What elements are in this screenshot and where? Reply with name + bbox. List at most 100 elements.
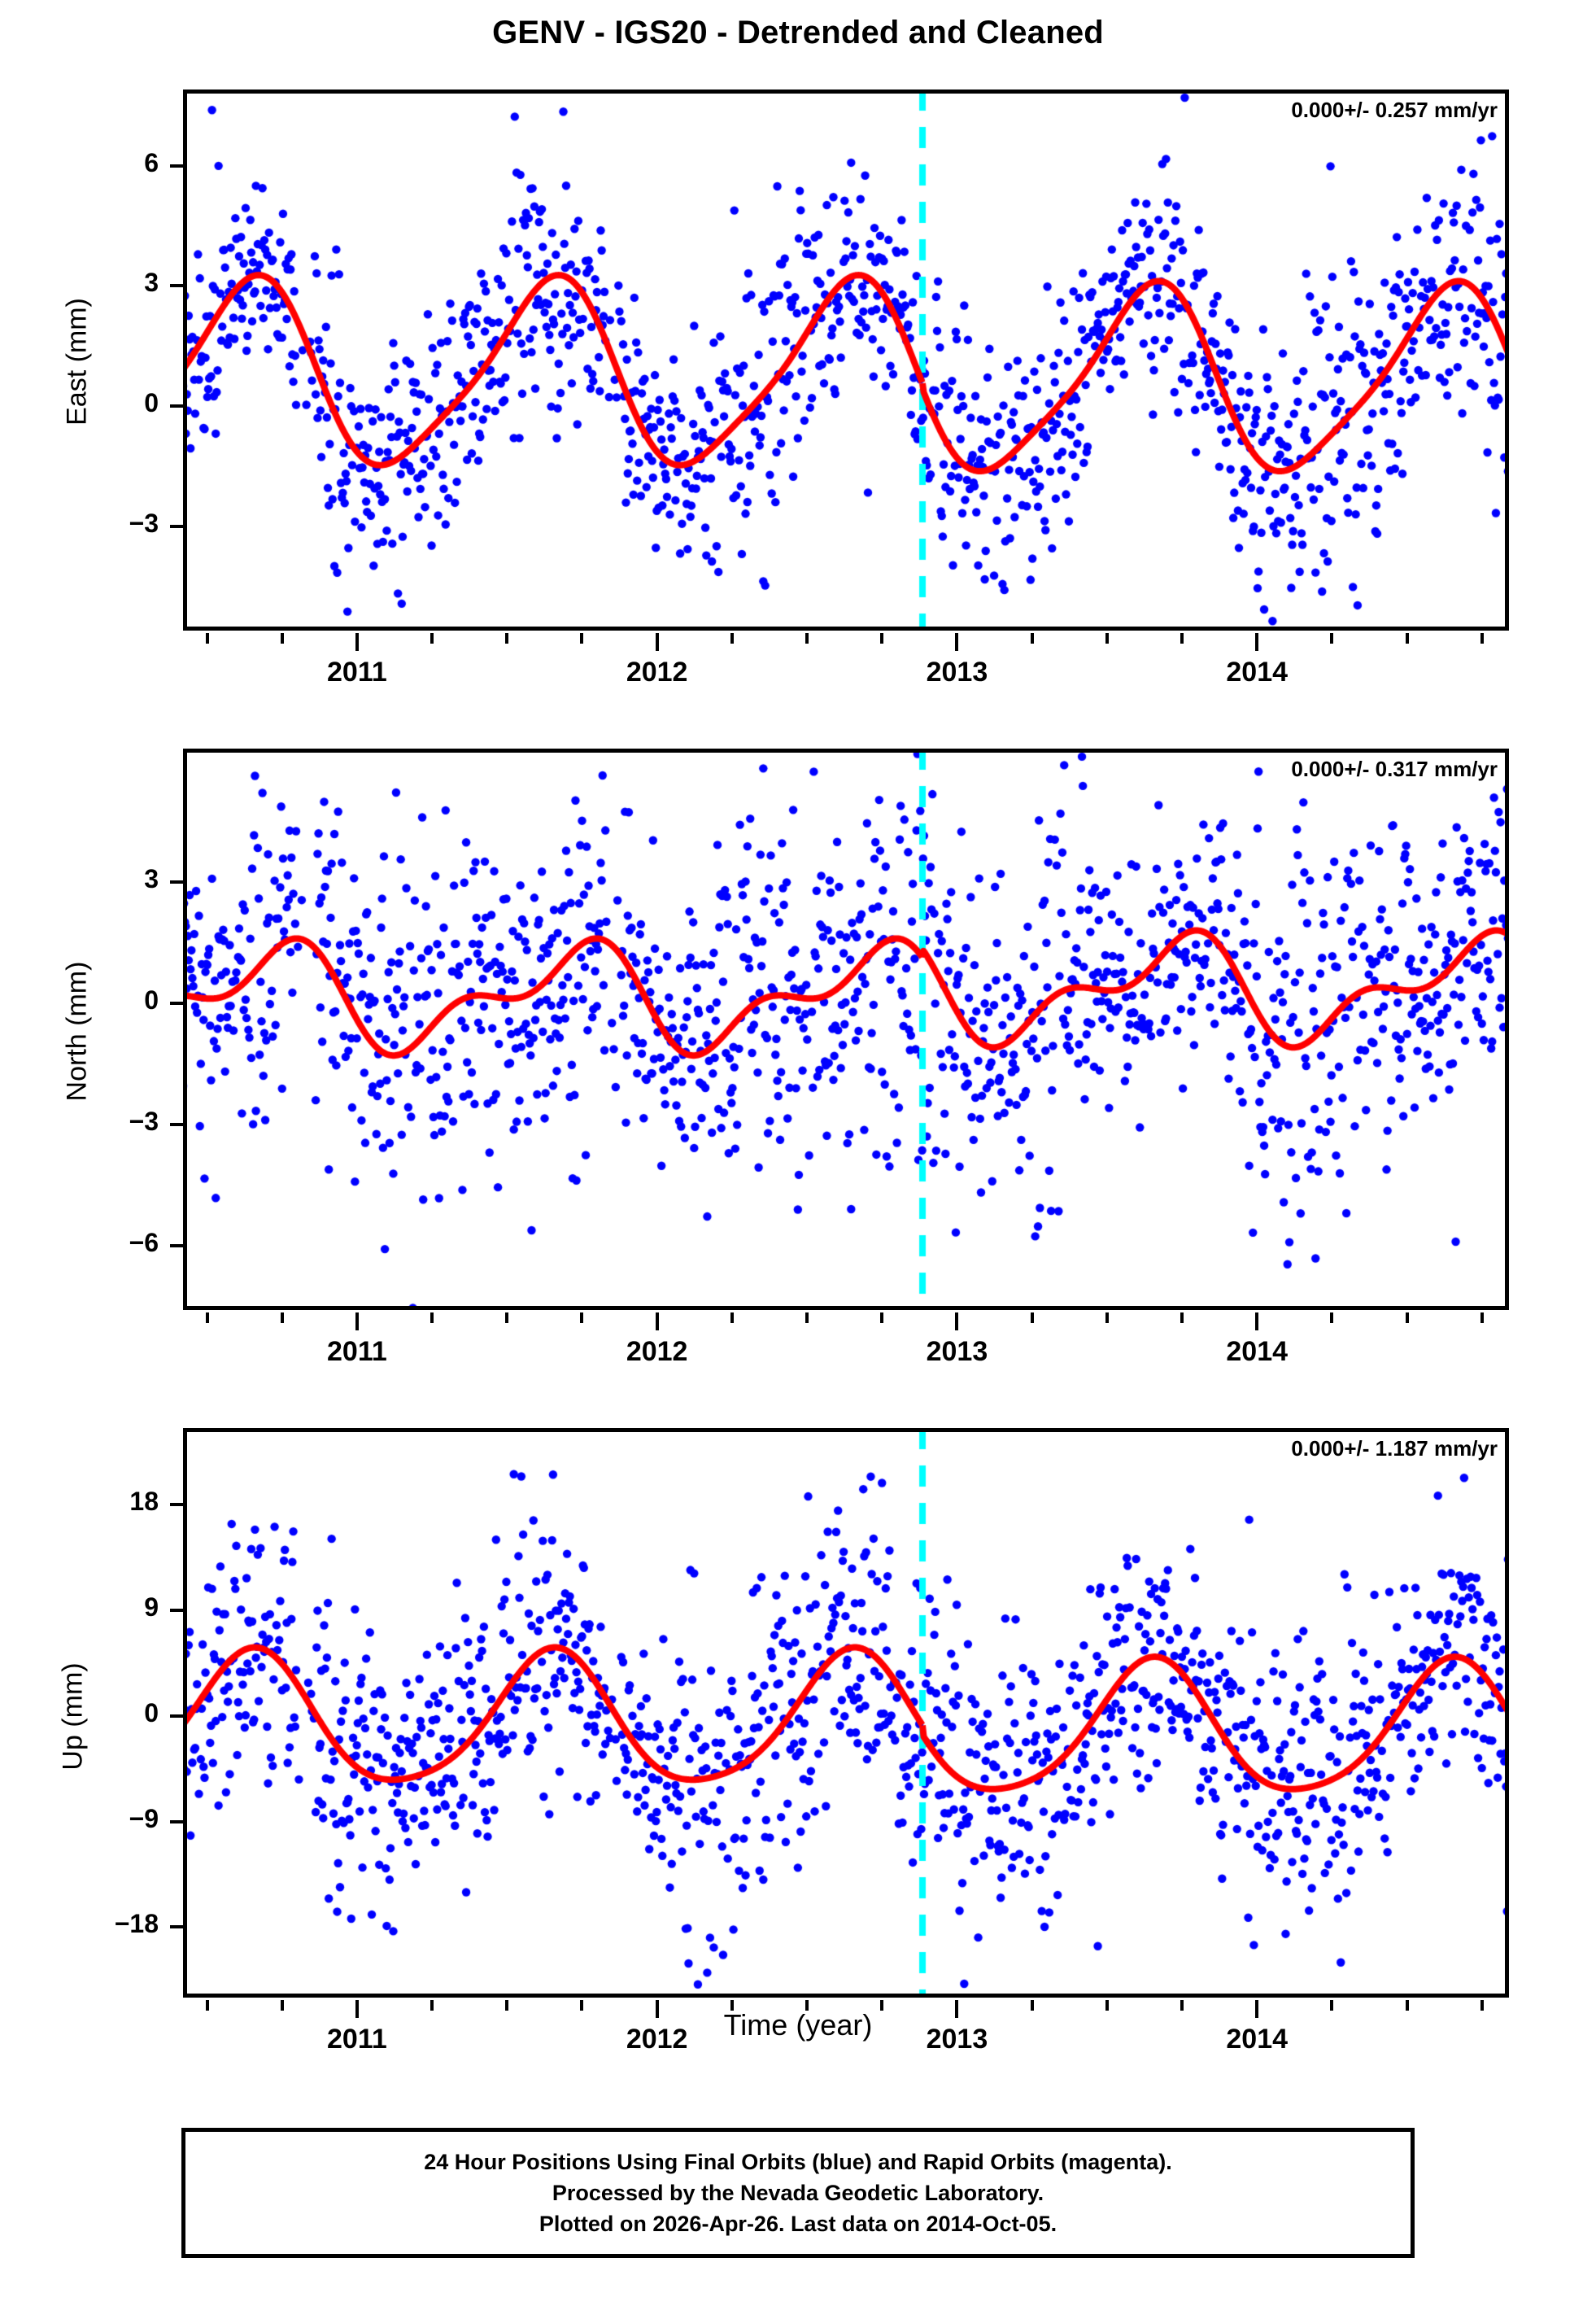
x-minor-tick [1030, 633, 1034, 644]
y-tick-mark [170, 880, 183, 884]
x-minor-tick [430, 2000, 434, 2011]
x-tick-label: 2013 [926, 657, 988, 688]
x-major-tick [655, 1312, 659, 1330]
x-major-tick [1255, 633, 1259, 651]
x-minor-tick [1030, 2000, 1034, 2011]
x-minor-tick [1105, 2000, 1109, 2011]
footer-line-1: 24 Hour Positions Using Final Orbits (bl… [424, 2149, 1172, 2174]
y-tick-mark [170, 1502, 183, 1506]
north-rate-label: 0.000+/- 0.317 mm/yr [1291, 757, 1498, 781]
x-tick-label: 2011 [327, 1336, 387, 1367]
x-axis-title: Time (year) [723, 2008, 873, 2042]
y-tick-mark [170, 1122, 183, 1126]
y-tick-label: −6 [129, 1227, 159, 1257]
y-tick-mark [170, 1925, 183, 1929]
x-minor-tick [805, 2000, 809, 2011]
x-minor-tick [730, 2000, 734, 2011]
x-tick-label: 2013 [926, 1336, 988, 1367]
x-tick-label: 2011 [327, 2024, 387, 2055]
up-rate-label: 0.000+/- 1.187 mm/yr [1291, 1436, 1498, 1461]
y-tick-label: 9 [144, 1592, 159, 1622]
x-major-tick [655, 2000, 659, 2018]
x-minor-tick [280, 2000, 284, 2011]
y-tick-label: 6 [144, 147, 159, 177]
x-major-tick [355, 633, 359, 651]
x-minor-tick [430, 633, 434, 644]
panel-north: 0.000+/- 0.317 mm/yr [183, 749, 1509, 1310]
x-minor-tick [880, 633, 884, 644]
x-minor-tick [1405, 2000, 1409, 2011]
east-scatter-canvas [183, 90, 1509, 631]
x-minor-tick [505, 633, 509, 644]
y-tick-mark [170, 1001, 183, 1005]
y-tick-label: −3 [129, 508, 159, 538]
x-tick-label: 2014 [1226, 2024, 1289, 2055]
x-minor-tick [1330, 1312, 1334, 1323]
x-minor-tick [280, 633, 284, 644]
y-tick-mark [170, 284, 183, 288]
x-tick-label: 2014 [1226, 657, 1289, 688]
y-tick-mark [170, 1714, 183, 1718]
x-minor-tick [1330, 2000, 1334, 2011]
y-tick-label: −3 [129, 1106, 159, 1136]
y-tick-label: 3 [144, 863, 159, 893]
y-tick-mark [170, 164, 183, 168]
page-title: GENV - IGS20 - Detrended and Cleaned [492, 15, 1104, 50]
panel-east: 0.000+/- 0.257 mm/yr [183, 90, 1509, 631]
footer-line-2: Processed by the Nevada Geodetic Laborat… [552, 2180, 1044, 2205]
x-minor-tick [1330, 633, 1334, 644]
x-minor-tick [805, 1312, 809, 1323]
y-tick-label: −18 [114, 1909, 159, 1939]
y-tick-mark [170, 524, 183, 528]
x-tick-label: 2012 [626, 1336, 688, 1367]
y-tick-label: 18 [129, 1486, 159, 1516]
x-minor-tick [1105, 1312, 1109, 1323]
x-major-tick [355, 1312, 359, 1330]
x-minor-tick [1480, 2000, 1484, 2011]
footer-box: 24 Hour Positions Using Final Orbits (bl… [181, 2128, 1415, 2258]
x-minor-tick [580, 633, 584, 644]
x-tick-label: 2011 [327, 657, 387, 688]
north-axis-label: North (mm) [61, 961, 93, 1102]
x-major-tick [355, 2000, 359, 2018]
x-minor-tick [805, 633, 809, 644]
x-major-tick [955, 2000, 959, 2018]
y-tick-label: −9 [129, 1803, 159, 1833]
x-minor-tick [1405, 633, 1409, 644]
x-minor-tick [1030, 1312, 1034, 1323]
x-tick-label: 2014 [1226, 1336, 1289, 1367]
panel-up: 0.000+/- 1.187 mm/yr [183, 1428, 1509, 1998]
x-minor-tick [205, 1312, 209, 1323]
y-tick-mark [170, 1608, 183, 1612]
x-tick-label: 2013 [926, 2024, 988, 2055]
x-minor-tick [1180, 2000, 1184, 2011]
x-minor-tick [505, 2000, 509, 2011]
x-major-tick [955, 633, 959, 651]
north-scatter-canvas [183, 749, 1509, 1310]
y-tick-mark [170, 404, 183, 408]
x-minor-tick [880, 1312, 884, 1323]
y-tick-label: 3 [144, 268, 159, 298]
x-major-tick [655, 633, 659, 651]
y-tick-label: 0 [144, 388, 159, 418]
x-minor-tick [1180, 1312, 1184, 1323]
x-major-tick [1255, 2000, 1259, 2018]
x-minor-tick [280, 1312, 284, 1323]
x-minor-tick [580, 1312, 584, 1323]
x-minor-tick [205, 633, 209, 644]
y-tick-mark [170, 1819, 183, 1823]
x-minor-tick [1405, 1312, 1409, 1323]
x-minor-tick [580, 2000, 584, 2011]
east-rate-label: 0.000+/- 0.257 mm/yr [1291, 98, 1498, 122]
x-minor-tick [1480, 633, 1484, 644]
x-minor-tick [1180, 633, 1184, 644]
x-major-tick [1255, 1312, 1259, 1330]
y-tick-label: 0 [144, 1697, 159, 1727]
x-tick-label: 2012 [626, 2024, 688, 2055]
x-major-tick [955, 1312, 959, 1330]
y-tick-label: 0 [144, 985, 159, 1015]
x-minor-tick [730, 1312, 734, 1323]
footer-line-3: Plotted on 2026-Apr-26. Last data on 201… [539, 2212, 1057, 2237]
x-minor-tick [1105, 633, 1109, 644]
